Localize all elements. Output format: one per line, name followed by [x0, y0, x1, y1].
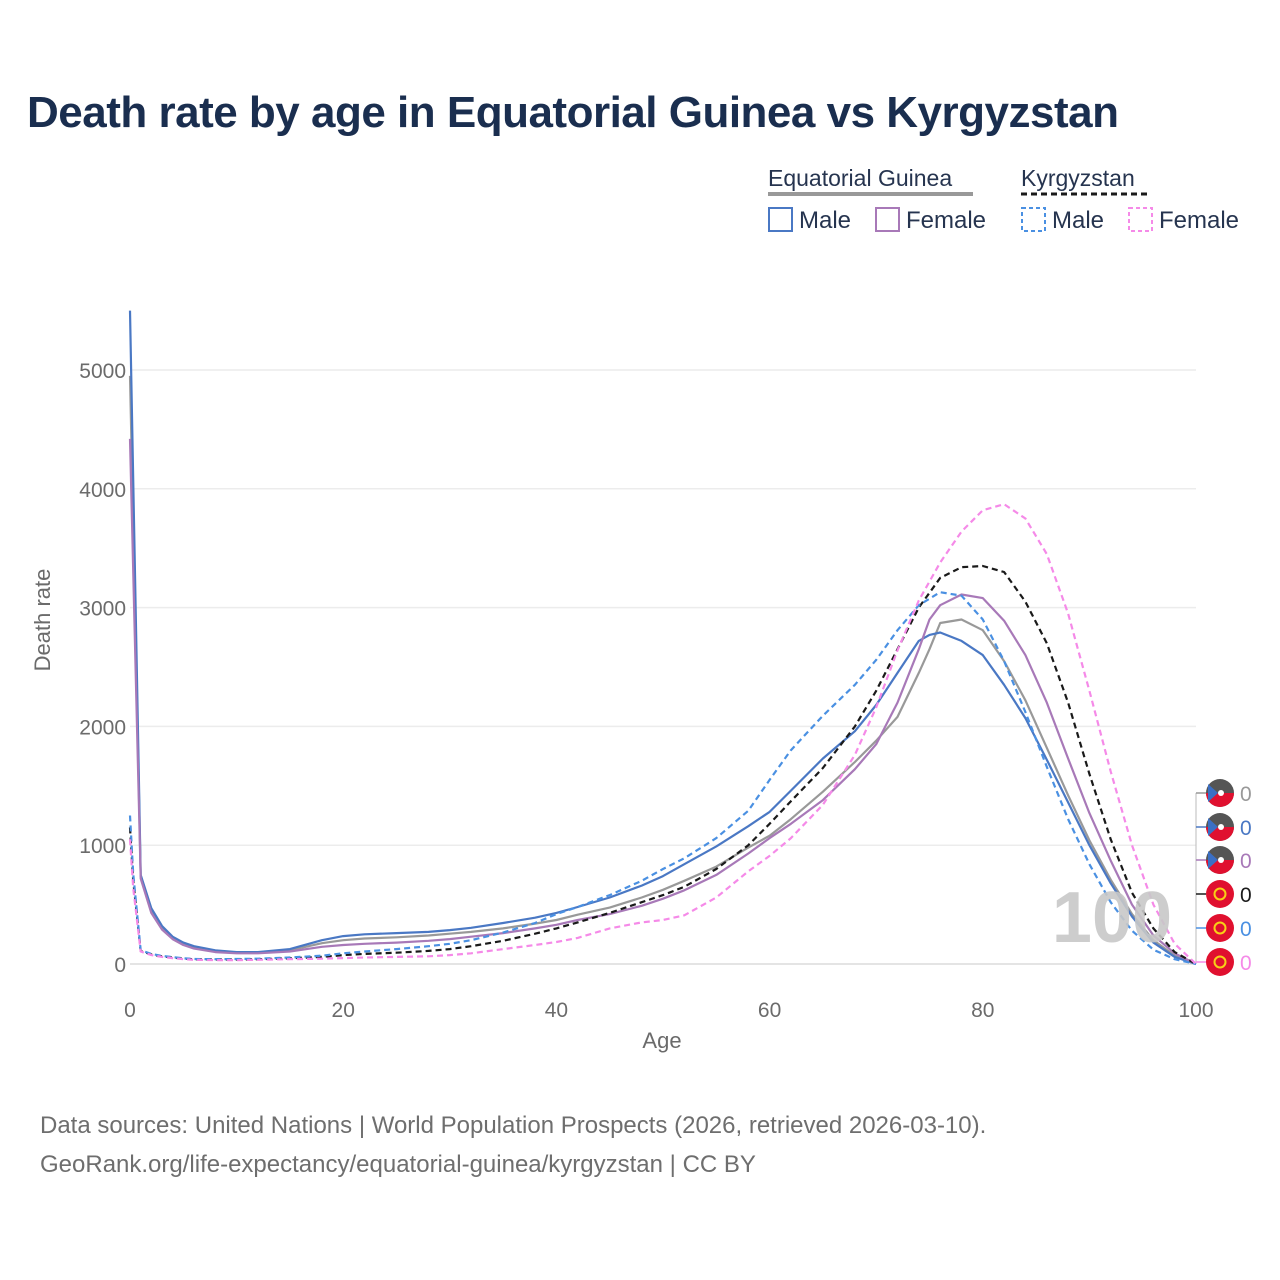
end-value-label: 0: [1240, 952, 1252, 975]
legend-label-eg-female[interactable]: Female: [906, 207, 986, 234]
end-marker-kg_male: 0: [1196, 914, 1252, 942]
flag-sun: [1213, 887, 1227, 901]
legend-label-kg-male[interactable]: Male: [1052, 207, 1104, 234]
end-value-label: 0: [1240, 918, 1252, 941]
x-axis-ticks: 0 20 40 60 80 100: [124, 999, 1213, 1022]
end-value-label: 0: [1240, 850, 1252, 873]
y-tick-label: 0: [114, 954, 126, 977]
source-note: Data sources: United Nations | World Pop…: [40, 1106, 986, 1184]
x-tick-label: 0: [124, 999, 136, 1022]
x-tick-label: 80: [971, 999, 994, 1022]
series-line-kg_male[interactable]: [128, 591, 1197, 966]
legend-group-equatorial-guinea: Equatorial Guinea Male Female: [768, 165, 986, 234]
flag-triangle: [1208, 851, 1218, 869]
end-marker-eg_male: 0: [1196, 813, 1252, 841]
kyrgyzstan-flag-icon: [1206, 914, 1234, 942]
end-marker-kg_female: 0: [1196, 948, 1252, 976]
kyrgyzstan-flag-icon: [1206, 948, 1234, 976]
x-tick-label: 100: [1178, 999, 1213, 1022]
flag-sun: [1213, 955, 1227, 969]
y-tick-label: 1000: [79, 835, 126, 858]
end-markers: 0 0 0 0 0 0: [1195, 779, 1252, 976]
flag-emblem: [1218, 790, 1224, 796]
end-marker-kg_total: 0: [1196, 880, 1252, 908]
x-tick-label: 40: [545, 999, 568, 1022]
y-tick-label: 3000: [79, 598, 126, 621]
flag-triangle: [1208, 784, 1218, 802]
end-value-label: 0: [1240, 783, 1252, 806]
legend-group-kyrgyzstan: Kyrgyzstan Male Female: [1021, 165, 1239, 234]
end-value-label: 0: [1240, 817, 1252, 840]
source-url[interactable]: GeoRank.org/life-expectancy/equatorial-g…: [40, 1151, 756, 1178]
x-tick-label: 20: [332, 999, 355, 1022]
x-tick-label: 60: [758, 999, 781, 1022]
flag-emblem: [1218, 857, 1224, 863]
legend-group-title: Kyrgyzstan: [1021, 165, 1135, 191]
legend-swatch-kg-male[interactable]: [1021, 207, 1046, 232]
legend-swatch-eg-female[interactable]: [875, 207, 900, 232]
x-axis-title: Age: [642, 1028, 681, 1053]
source-line: Data sources: United Nations | World Pop…: [40, 1112, 987, 1139]
y-axis-ticks: 0 1000 2000 3000 4000 5000: [79, 360, 126, 977]
y-tick-label: 4000: [79, 479, 126, 502]
gridlines: [130, 369, 1196, 965]
overlay-age-label: 100: [1052, 878, 1172, 958]
chart-title: Death rate by age in Equatorial Guinea v…: [27, 88, 1119, 137]
legend-group-title: Equatorial Guinea: [768, 165, 952, 191]
y-tick-label: 2000: [79, 716, 126, 739]
series-line-kg_total[interactable]: [128, 564, 1197, 965]
legend-label-kg-female[interactable]: Female: [1159, 207, 1239, 234]
flag-emblem: [1218, 824, 1224, 830]
y-axis-title: Death rate: [30, 569, 55, 672]
legend-swatch-kg-female[interactable]: [1128, 207, 1153, 232]
end-marker-eg_total: 0: [1196, 779, 1252, 807]
series-lines: [128, 310, 1197, 966]
end-value-label: 0: [1240, 884, 1252, 907]
legend-swatch-eg-male[interactable]: [768, 207, 793, 232]
y-tick-label: 5000: [79, 360, 126, 383]
kyrgyzstan-flag-icon: [1206, 880, 1234, 908]
series-line-kg_female[interactable]: [128, 503, 1197, 965]
flag-sun: [1213, 921, 1227, 935]
legend-label-eg-male[interactable]: Male: [799, 207, 851, 234]
series-line-eg_male[interactable]: [128, 310, 1197, 966]
legend: Equatorial Guinea Male Female Kyrgyzstan…: [768, 165, 1239, 234]
series-line-eg_female[interactable]: [128, 438, 1197, 965]
end-marker-eg_female: 0: [1196, 846, 1252, 874]
flag-triangle: [1208, 818, 1218, 836]
